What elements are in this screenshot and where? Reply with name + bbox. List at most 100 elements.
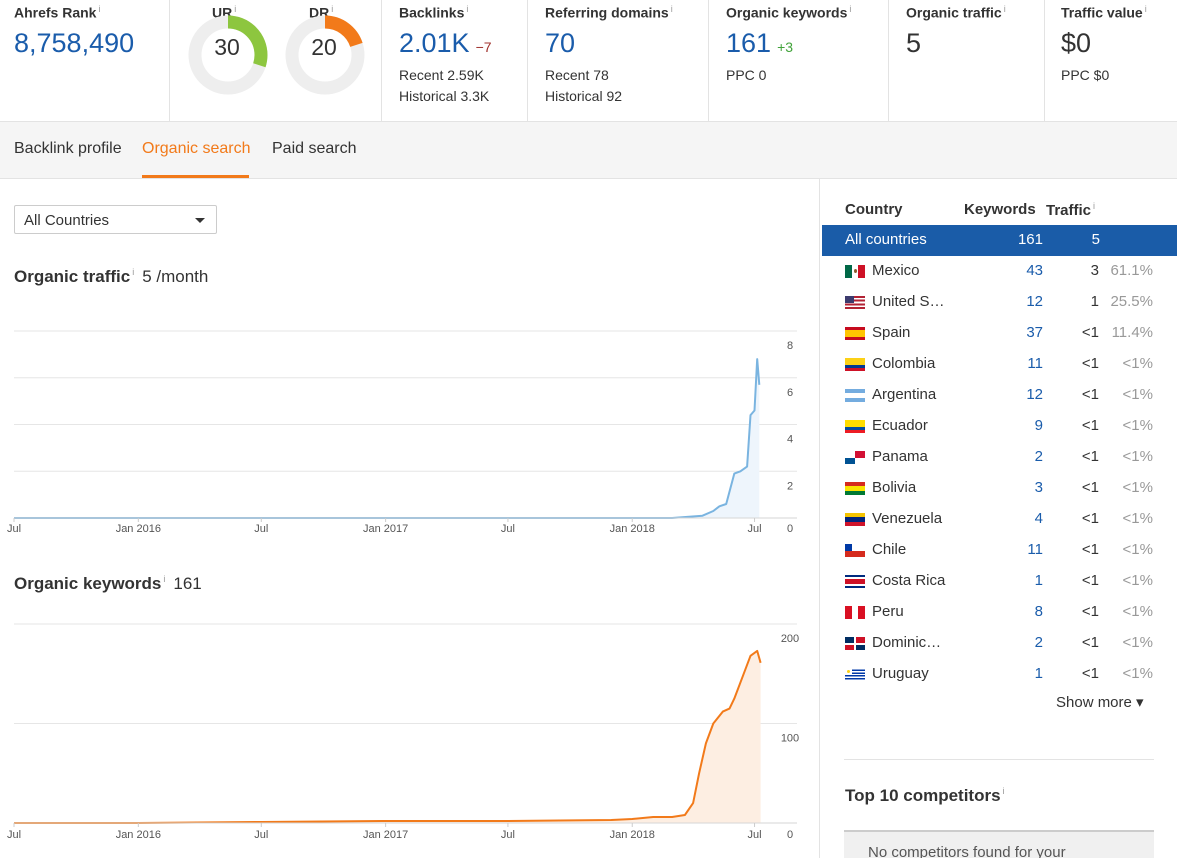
metric-value[interactable]: 8,758,490 <box>14 28 135 58</box>
info-icon[interactable]: i <box>98 4 101 14</box>
x-tick-label: Jul <box>254 829 268 841</box>
country-keywords[interactable]: 9 <box>1034 417 1043 434</box>
info-icon[interactable]: i <box>1144 4 1147 14</box>
metric-recent[interactable]: Recent 2.59K <box>399 67 484 83</box>
country-traffic: <1 <box>1081 665 1099 682</box>
country-keywords[interactable]: 161 <box>1017 231 1043 248</box>
metric-historical[interactable]: Historical 3.3K <box>399 88 490 104</box>
info-icon[interactable]: i <box>132 267 135 278</box>
info-icon[interactable]: i <box>1002 786 1005 797</box>
scrollbar-track[interactable] <box>1177 0 1190 858</box>
countries-panel: Country Keywords Traffic i All countries 1… <box>819 179 1177 858</box>
country-traffic-share: <1% <box>1122 665 1153 682</box>
pe-flag-icon <box>845 606 865 619</box>
country-row-selected[interactable]: All countries 161 5 <box>822 225 1177 256</box>
country-keywords[interactable]: 43 <box>1026 262 1043 279</box>
country-row[interactable]: Dominic… 2 <1 <1% <box>822 628 1177 659</box>
country-keywords[interactable]: 11 <box>1027 355 1043 372</box>
country-keywords[interactable]: 12 <box>1026 293 1043 310</box>
chevron-down-icon <box>195 218 205 223</box>
metric-delta: +3 <box>777 39 794 55</box>
section-title: Organic keywords <box>14 574 162 593</box>
competitors-empty-state: No competitors found for your <box>844 830 1154 858</box>
organic-keywords-heading: Organic keywords i 161 <box>14 574 202 594</box>
cr-flag-icon <box>845 575 865 588</box>
ur-gauge-ring <box>188 15 268 95</box>
info-icon[interactable]: i <box>163 574 166 585</box>
report-tabs: Backlink profile Organic search Paid sea… <box>0 122 1177 179</box>
country-traffic: <1 <box>1081 355 1099 372</box>
country-row[interactable]: Bolivia 3 <1 <1% <box>822 473 1177 504</box>
metric-organic-traffic: Organic traffic i 5 <box>889 0 1045 121</box>
country-row[interactable]: Venezuela 4 <1 <1% <box>822 504 1177 535</box>
country-row[interactable]: Colombia 11 <1 <1% <box>822 349 1177 380</box>
column-header-country[interactable]: Country <box>845 201 903 218</box>
country-traffic: <1 <box>1081 572 1099 589</box>
metric-title: Backlinks <box>399 4 465 21</box>
country-keywords[interactable]: 11 <box>1027 541 1043 558</box>
mx-flag-icon <box>845 265 865 278</box>
x-tick-label: Jan 2017 <box>363 829 408 841</box>
country-row[interactable]: Argentina 12 <1 <1% <box>822 380 1177 411</box>
metric-historical[interactable]: Historical 92 <box>545 88 623 104</box>
country-traffic: 3 <box>1090 262 1099 279</box>
info-icon[interactable]: i <box>331 4 334 14</box>
country-keywords[interactable]: 37 <box>1026 324 1043 341</box>
country-name: Spain <box>872 324 911 341</box>
column-header-traffic[interactable]: Traffic <box>1046 202 1092 219</box>
metric-value[interactable]: 2.01K <box>399 28 470 58</box>
country-row[interactable]: Uruguay 1 <1 <1% <box>822 659 1177 690</box>
info-icon[interactable]: i <box>1003 4 1006 14</box>
info-icon[interactable]: i <box>1093 201 1096 211</box>
country-keywords[interactable]: 1 <box>1034 665 1043 682</box>
bo-flag-icon <box>845 482 865 495</box>
country-keywords[interactable]: 2 <box>1034 448 1043 465</box>
country-keywords[interactable]: 1 <box>1034 572 1043 589</box>
country-row[interactable]: Peru 8 <1 <1% <box>822 597 1177 628</box>
ur-gauge[interactable]: UR i 30 <box>185 4 269 114</box>
info-icon[interactable]: i <box>466 4 469 14</box>
organic-keywords-chart[interactable]: 0 100 200 Jul Jan 2016 Jul Jan 2017 Jul Jan 2018… <box>0 619 818 854</box>
organic-traffic-chart[interactable]: 0 2 4 6 8 Jul Jan 2016 Jul Jan 2017 Jul Jan 2018 Ju… <box>0 309 818 549</box>
column-header-keywords[interactable]: Keywords <box>964 201 1036 218</box>
country-row[interactable]: Panama 2 <1 <1% <box>822 442 1177 473</box>
country-name: Bolivia <box>872 479 917 496</box>
country-row[interactable]: United S… 12 1 25.5% <box>822 287 1177 318</box>
charts-panel: All Countries Organic traffic i 5 /month 0… <box>0 179 818 858</box>
tab-backlink-profile[interactable]: Backlink profile <box>14 140 122 157</box>
metric-title: Organic keywords <box>726 4 848 21</box>
metric-title: Organic traffic <box>906 4 1002 21</box>
country-row[interactable]: Mexico 43 3 61.1% <box>822 256 1177 287</box>
country-traffic: <1 <box>1081 324 1099 341</box>
country-row[interactable]: Chile 11 <1 <1% <box>822 535 1177 566</box>
info-icon[interactable]: i <box>234 4 237 14</box>
country-keywords[interactable]: 3 <box>1034 479 1043 496</box>
dr-gauge[interactable]: DR i 20 <box>282 4 366 114</box>
organic-traffic-heading: Organic traffic i 5 /month <box>14 267 208 287</box>
country-keywords[interactable]: 2 <box>1034 634 1043 651</box>
country-row[interactable]: Costa Rica 1 <1 <1% <box>822 566 1177 597</box>
x-tick-label: Jul <box>501 829 515 841</box>
metric-ahrefs-rank: Ahrefs Rank i 8,758,490 <box>0 0 170 121</box>
country-row[interactable]: Ecuador 9 <1 <1% <box>822 411 1177 442</box>
metric-backlinks: Backlinks i 2.01K −7 Recent 2.59K Historic… <box>382 0 528 121</box>
info-icon[interactable]: i <box>670 4 673 14</box>
country-keywords[interactable]: 12 <box>1026 386 1043 403</box>
info-icon[interactable]: i <box>849 4 852 14</box>
metric-value[interactable]: 161 <box>726 28 772 58</box>
country-traffic-share: <1% <box>1122 572 1153 589</box>
country-name: United S… <box>872 293 945 310</box>
country-keywords[interactable]: 4 <box>1034 510 1043 527</box>
country-select-value: All Countries <box>24 212 110 229</box>
tab-organic-search[interactable]: Organic search <box>142 140 251 157</box>
country-keywords[interactable]: 8 <box>1034 603 1043 620</box>
tab-paid-search[interactable]: Paid search <box>272 140 357 157</box>
series-line <box>14 649 762 824</box>
show-more-button[interactable]: Show more ▾ <box>1056 694 1144 711</box>
country-name: All countries <box>845 231 927 248</box>
country-traffic: <1 <box>1081 603 1099 620</box>
metric-value[interactable]: 70 <box>545 28 576 58</box>
metric-recent[interactable]: Recent 78 <box>545 67 609 83</box>
country-select[interactable]: All Countries <box>14 205 217 234</box>
country-row[interactable]: Spain 37 <1 11.4% <box>822 318 1177 349</box>
